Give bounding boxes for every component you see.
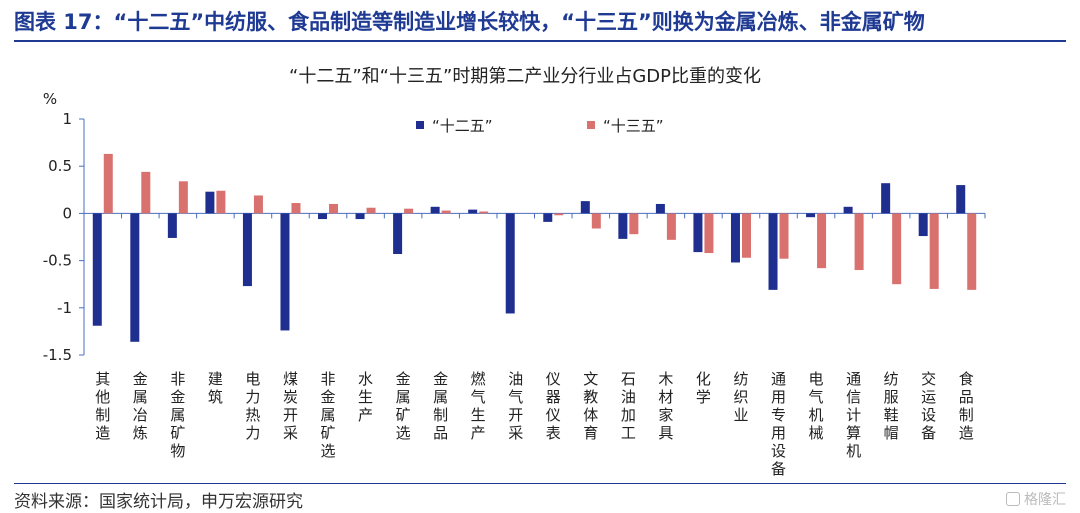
category-label: 金属冶炼 — [133, 370, 148, 442]
bar-series-1 — [505, 213, 515, 314]
watermark: 格隆汇 — [1006, 489, 1066, 509]
legend-swatch — [587, 121, 595, 129]
bar-series-1 — [130, 213, 140, 342]
bar-series-2 — [817, 213, 827, 269]
bar-series-2 — [178, 181, 188, 214]
bar-series-2 — [892, 213, 902, 285]
category-label: 通信计算机 — [846, 370, 861, 460]
bar-series-1 — [92, 213, 102, 326]
bar-chart: “十二五”和“十三五”时期第二产业分行业占GDP比重的变化 % “十二五” “十三… — [43, 66, 986, 478]
bar-series-2 — [479, 211, 489, 214]
y-tick-label: 1 — [62, 110, 72, 128]
category-label: 水生产 — [358, 370, 373, 424]
bar-series-1 — [543, 213, 553, 222]
category-label: 油气开采 — [508, 370, 523, 442]
bar-series-2 — [291, 203, 301, 214]
bar-series-1 — [468, 209, 478, 214]
bar-series-1 — [205, 191, 215, 214]
legend-label: “十二五” — [432, 117, 493, 135]
bar-series-1 — [693, 213, 703, 253]
category-label: 电力热力 — [245, 370, 260, 442]
bar-series-1 — [956, 185, 966, 214]
bar-series-1 — [242, 213, 252, 287]
category-label: 煤炭开采 — [283, 370, 298, 442]
category-label: 交运设备 — [921, 370, 936, 442]
legend-swatch — [416, 121, 424, 129]
bar-series-2 — [554, 213, 564, 216]
footer-divider — [14, 483, 1066, 484]
bar-series-1 — [655, 203, 665, 214]
y-tick-label: -0.5 — [43, 252, 72, 270]
header-divider — [14, 40, 1066, 42]
bar-series-2 — [404, 208, 414, 214]
category-label: 纺服鞋帽 — [884, 370, 899, 442]
watermark-text: 格隆汇 — [1024, 492, 1066, 508]
category-label: 电气机械 — [809, 370, 824, 442]
y-tick-label: 0 — [62, 204, 72, 222]
bar-series-2 — [253, 195, 263, 214]
bar-series-2 — [779, 213, 789, 259]
bar-series-1 — [430, 206, 440, 214]
y-axis-unit-label: % — [43, 90, 57, 108]
bar-series-1 — [393, 213, 403, 254]
y-tick-label: -1 — [57, 299, 72, 317]
category-label: 纺织业 — [733, 370, 748, 424]
bar-series-2 — [141, 171, 151, 214]
category-labels: 其他制造 金属冶炼 非金属矿物 建筑 电力热力 煤炭开采 非金属矿选 水生产 金属矿选 金属制品 燃… — [95, 370, 973, 478]
bar-series-2 — [854, 213, 864, 271]
bar-series-1 — [881, 183, 891, 214]
bar-series-2 — [704, 213, 714, 254]
bars — [92, 153, 977, 342]
source-note: 资料来源：国家统计局，申万宏源研究 — [14, 492, 303, 512]
y-tick-label: 0.5 — [48, 157, 72, 175]
bar-series-2 — [666, 213, 676, 240]
bar-series-1 — [768, 213, 778, 290]
bar-series-1 — [618, 213, 628, 239]
bar-series-2 — [103, 153, 113, 214]
report-figure-title: 图表 17：“十二五”中纺服、食品制造等制造业增长较快，“十三五”则换为金属冶炼… — [14, 10, 925, 34]
legend-label: “十三五” — [603, 117, 664, 135]
category-label: 文教体育 — [583, 370, 598, 442]
header: 图表 17：“十二五”中纺服、食品制造等制造业增长较快，“十三五”则换为金属冶炼… — [14, 4, 1066, 40]
chart-title: “十二五”和“十三五”时期第二产业分行业占GDP比重的变化 — [289, 66, 761, 87]
bar-series-2 — [329, 203, 339, 214]
bar-series-2 — [591, 213, 601, 229]
bar-series-1 — [580, 201, 590, 214]
category-label: 非金属矿选 — [321, 370, 336, 460]
bar-series-1 — [918, 213, 928, 237]
y-tick-label: -1.5 — [43, 346, 72, 364]
bar-series-2 — [441, 210, 451, 214]
category-label: 化学 — [696, 370, 711, 406]
watermark-logo-icon — [1006, 492, 1020, 506]
category-label: 燃气生产 — [471, 370, 486, 442]
category-label: 建筑 — [208, 370, 223, 406]
category-label: 仪器仪表 — [546, 370, 561, 442]
bar-series-2 — [929, 213, 939, 289]
bar-series-1 — [843, 206, 853, 214]
category-label: 金属矿选 — [396, 370, 411, 442]
bar-series-1 — [730, 213, 740, 263]
bar-series-1 — [167, 213, 177, 238]
bar-series-2 — [366, 207, 376, 214]
category-label: 通用专用设备 — [771, 370, 786, 478]
bar-series-2 — [629, 213, 639, 235]
category-label: 石油加工 — [621, 370, 636, 442]
legend: “十二五” “十三五” — [416, 117, 664, 135]
category-label: 木材家具 — [658, 370, 673, 442]
bar-series-1 — [318, 213, 328, 220]
category-label: 食品制造 — [959, 370, 974, 442]
bar-series-1 — [280, 213, 290, 331]
axes: 1 0.5 0 -0.5 -1 -1.5 — [43, 110, 986, 364]
category-label: 金属制品 — [433, 370, 448, 442]
category-label: 其他制造 — [95, 370, 110, 442]
bar-series-1 — [355, 213, 365, 220]
bar-series-2 — [967, 213, 977, 290]
bar-series-2 — [216, 190, 226, 214]
bar-series-2 — [741, 213, 751, 258]
category-label: 非金属矿物 — [170, 370, 185, 460]
bar-series-1 — [806, 213, 816, 218]
